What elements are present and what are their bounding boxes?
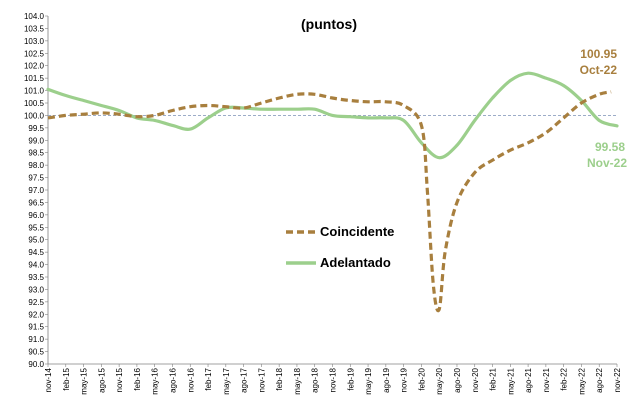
annotation-coincidente-label: Oct-22	[580, 63, 618, 77]
x-tick-label: nov-15	[115, 367, 124, 392]
chart-title: (puntos)	[301, 16, 357, 32]
annotation-adelantado: 99.58 Nov-22	[587, 140, 627, 170]
y-tick-label: 94.5	[28, 248, 44, 257]
x-tick-label: feb-17	[204, 367, 213, 390]
y-tick-label: 97.5	[28, 174, 44, 183]
x-tick-label: ago-20	[453, 367, 462, 392]
y-axis-ticks: 90.0 90.5 91.0 91.5 92.0 92.5 93.0 93.5 94.0 94.5…	[24, 12, 45, 369]
y-tick-label: 90.5	[28, 348, 44, 357]
y-tick-label: 95.0	[28, 236, 44, 245]
y-tick-label: 98.5	[28, 149, 44, 158]
legend-label-adelantado: Adelantado	[320, 255, 391, 270]
y-tick-label: 104.0	[24, 12, 45, 21]
annotation-coincidente: 100.95 Oct-22	[580, 47, 618, 77]
y-tick-label: 91.5	[28, 323, 44, 332]
x-tick-label: nov-17	[257, 367, 266, 392]
gridlines	[45, 15, 617, 365]
x-tick-label: nov-21	[542, 367, 551, 392]
y-tick-label: 99.0	[28, 136, 44, 145]
x-tick-label: feb-21	[489, 367, 498, 390]
x-axis-ticks: nov-14 feb-15 may-15 ago-15 nov-15 feb-16 may-…	[44, 364, 622, 395]
y-tick-label: 95.5	[28, 223, 44, 232]
x-tick-label: nov-22	[613, 367, 622, 392]
y-tick-label: 92.0	[28, 310, 44, 319]
x-tick-label: ago-17	[240, 367, 249, 392]
x-tick-label: feb-20	[417, 367, 426, 390]
x-tick-label: ago-22	[595, 367, 604, 392]
series-line-adelantado	[46, 71, 619, 160]
x-tick-label: feb-16	[133, 367, 142, 390]
x-tick-label: ago-16	[168, 367, 177, 392]
y-tick-label: 91.0	[28, 335, 44, 344]
y-tick-label: 101.0	[24, 87, 45, 96]
x-tick-label: nov-18	[329, 367, 338, 392]
annotation-coincidente-value: 100.95	[580, 47, 617, 61]
annotation-adelantado-label: Nov-22	[587, 156, 627, 170]
y-tick-label: 93.5	[28, 273, 44, 282]
annotation-adelantado-value: 99.58	[595, 140, 625, 154]
x-tick-label: feb-19	[346, 367, 355, 390]
x-tick-label: may-20	[435, 367, 444, 394]
x-tick-label: ago-18	[311, 367, 320, 392]
y-tick-label: 101.5	[24, 74, 45, 83]
y-tick-label: 93.0	[28, 285, 44, 294]
y-tick-label: 102.0	[24, 62, 45, 71]
x-tick-label: may-15	[80, 367, 89, 394]
y-tick-label: 92.5	[28, 298, 44, 307]
x-tick-label: ago-19	[382, 367, 391, 392]
y-tick-label: 103.5	[24, 24, 45, 33]
x-tick-label: feb-22	[560, 367, 569, 390]
x-tick-label: nov-20	[471, 367, 480, 392]
y-tick-label: 97.0	[28, 186, 44, 195]
series-group	[46, 71, 619, 313]
x-tick-label: feb-18	[275, 367, 284, 390]
x-tick-label: may-22	[577, 367, 586, 394]
y-tick-label: 99.5	[28, 124, 44, 133]
x-tick-label: may-19	[364, 367, 373, 394]
y-tick-label: 98.0	[28, 161, 44, 170]
x-tick-label: may-18	[293, 367, 302, 394]
y-tick-label: 90.0	[28, 360, 44, 369]
x-tick-label: feb-15	[62, 367, 71, 390]
x-tick-label: nov-19	[400, 367, 409, 392]
x-tick-label: ago-21	[524, 367, 533, 392]
y-tick-label: 94.0	[28, 261, 44, 270]
x-tick-label: may-17	[222, 367, 231, 394]
x-tick-label: may-16	[151, 367, 160, 394]
x-tick-label: nov-16	[186, 367, 195, 392]
y-tick-label: 103.0	[24, 37, 45, 46]
x-tick-label: ago-15	[97, 367, 106, 392]
legend: Coincidente Adelantado	[286, 224, 394, 270]
y-tick-label: 102.5	[24, 49, 45, 58]
x-tick-label: nov-14	[44, 367, 53, 392]
x-tick-label: may-21	[506, 367, 515, 394]
y-tick-label: 96.5	[28, 198, 44, 207]
y-tick-label: 96.0	[28, 211, 44, 220]
legend-label-coincidente: Coincidente	[320, 224, 394, 239]
series-line-coincidente	[47, 90, 612, 313]
y-tick-label: 100.5	[24, 99, 45, 108]
y-tick-label: 100.0	[24, 111, 45, 120]
